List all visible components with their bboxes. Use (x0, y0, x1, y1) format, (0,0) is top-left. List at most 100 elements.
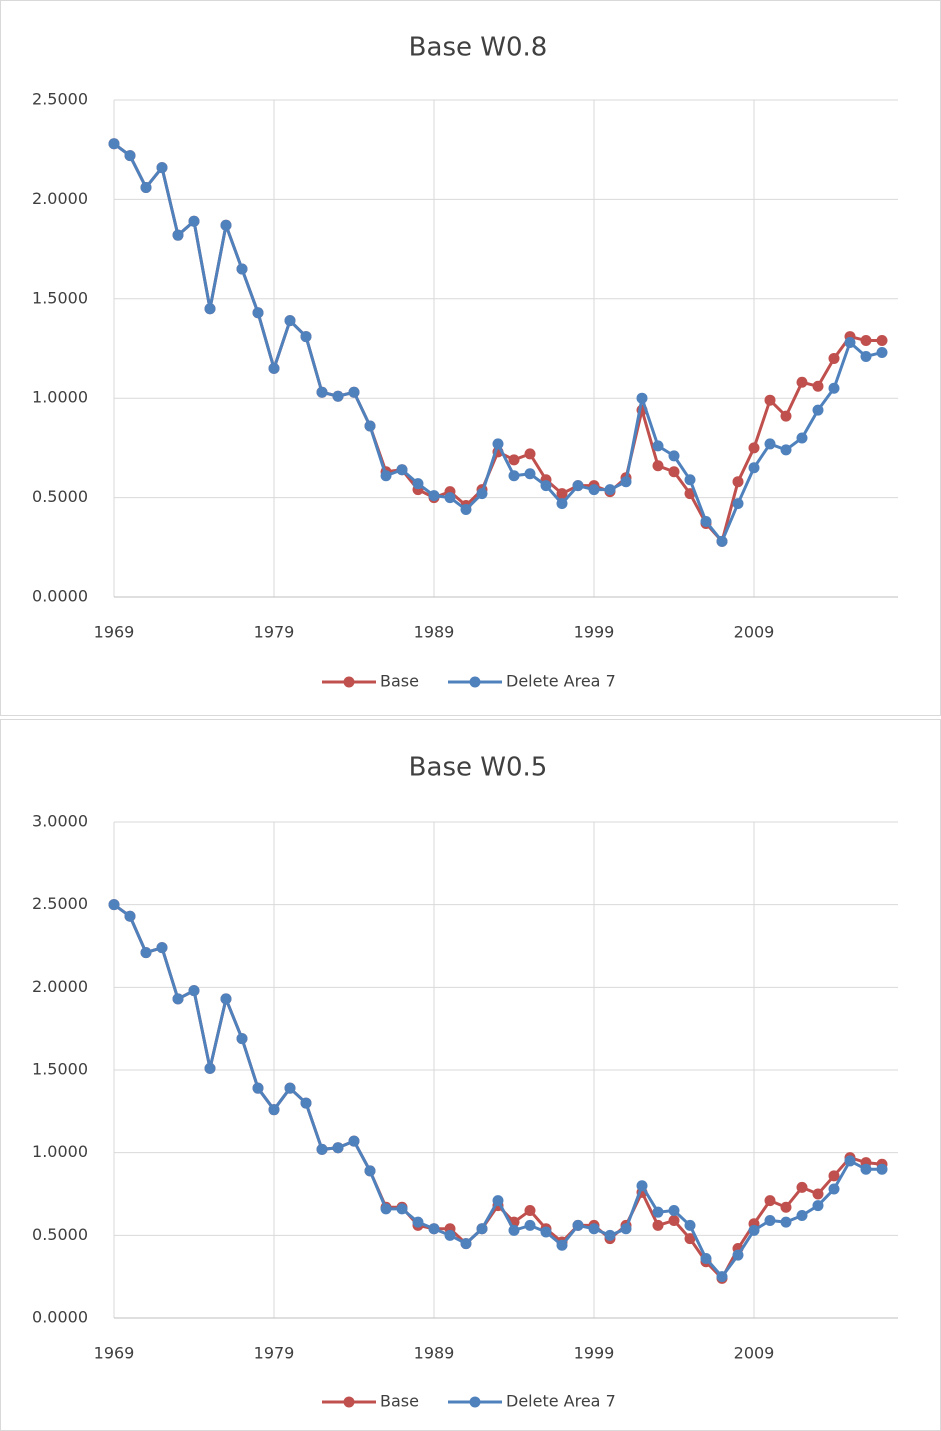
data-point (812, 404, 824, 416)
data-point (108, 138, 120, 150)
data-point (748, 1224, 760, 1236)
legend-marker (343, 676, 355, 688)
data-point (412, 1216, 424, 1228)
data-point (444, 1229, 456, 1241)
y-tick-label: 1.0000 (32, 388, 88, 407)
data-point (844, 337, 856, 349)
data-point (588, 484, 600, 496)
data-point (188, 985, 200, 997)
y-tick-label: 1.5000 (32, 288, 88, 307)
data-point (684, 1233, 696, 1245)
data-point (524, 1219, 536, 1231)
legend-label: Delete Area 7 (506, 672, 616, 691)
y-tick-label: 1.0000 (32, 1142, 88, 1161)
data-point (252, 307, 264, 319)
data-point (220, 219, 232, 231)
y-tick-label: 2.5000 (32, 90, 88, 109)
data-point (732, 476, 744, 488)
chart-frame (0, 0, 941, 716)
data-point (812, 1188, 824, 1200)
data-point (108, 899, 120, 911)
y-tick-label: 2.0000 (32, 189, 88, 208)
data-point (620, 476, 632, 488)
x-tick-label: 1969 (94, 623, 135, 642)
data-point (860, 1163, 872, 1175)
legend-marker (469, 1396, 481, 1408)
data-point (492, 1195, 504, 1207)
y-tick-label: 2.0000 (32, 977, 88, 996)
data-point (220, 993, 232, 1005)
data-point (764, 1195, 776, 1207)
y-tick-label: 0.0000 (32, 1308, 88, 1327)
data-point (828, 352, 840, 364)
data-point (204, 1062, 216, 1074)
data-point (460, 1238, 472, 1250)
data-point (268, 362, 280, 374)
data-point (780, 444, 792, 456)
data-point (652, 1219, 664, 1231)
data-point (412, 478, 424, 490)
data-point (844, 1155, 856, 1167)
data-point (716, 1271, 728, 1283)
data-point (668, 450, 680, 462)
data-point (172, 229, 184, 241)
data-point (860, 350, 872, 362)
data-point (828, 1183, 840, 1195)
data-point (492, 438, 504, 450)
data-point (268, 1104, 280, 1116)
data-point (396, 464, 408, 476)
data-point (556, 1239, 568, 1251)
data-point (364, 420, 376, 432)
data-point (796, 432, 808, 444)
y-tick-label: 1.5000 (32, 1060, 88, 1079)
data-point (236, 1033, 248, 1045)
data-point (124, 150, 136, 162)
data-point (476, 488, 488, 500)
data-point (636, 1180, 648, 1192)
data-point (524, 448, 536, 460)
data-point (780, 410, 792, 422)
data-point (556, 498, 568, 510)
data-point (524, 1205, 536, 1217)
data-point (604, 1229, 616, 1241)
data-point (364, 1165, 376, 1177)
data-point (764, 438, 776, 450)
data-point (652, 440, 664, 452)
data-point (284, 315, 296, 327)
data-point (796, 1209, 808, 1221)
data-point (156, 942, 168, 954)
data-point (812, 380, 824, 392)
x-tick-label: 2009 (734, 623, 775, 642)
data-point (204, 303, 216, 315)
x-tick-label: 1989 (414, 1344, 455, 1363)
data-point (668, 1205, 680, 1217)
data-point (252, 1082, 264, 1094)
legend-label: Base (380, 672, 419, 691)
data-point (780, 1216, 792, 1228)
data-point (700, 515, 712, 527)
data-point (684, 474, 696, 486)
data-point (748, 462, 760, 474)
data-point (652, 460, 664, 472)
y-tick-label: 2.5000 (32, 894, 88, 913)
data-point (524, 468, 536, 480)
legend-label: Base (380, 1392, 419, 1411)
legend-marker (469, 676, 481, 688)
chart-title: Base W0.8 (409, 33, 548, 63)
data-point (572, 1219, 584, 1231)
data-point (476, 1223, 488, 1235)
data-point (140, 181, 152, 193)
data-point (300, 331, 312, 343)
x-tick-label: 2009 (734, 1344, 775, 1363)
data-point (780, 1201, 792, 1213)
data-point (748, 442, 760, 454)
data-point (428, 1223, 440, 1235)
chart-frame (0, 719, 941, 1431)
data-point (396, 1203, 408, 1215)
data-point (588, 1223, 600, 1235)
data-point (156, 162, 168, 174)
data-point (124, 910, 136, 922)
data-point (540, 480, 552, 492)
data-point (652, 1206, 664, 1218)
